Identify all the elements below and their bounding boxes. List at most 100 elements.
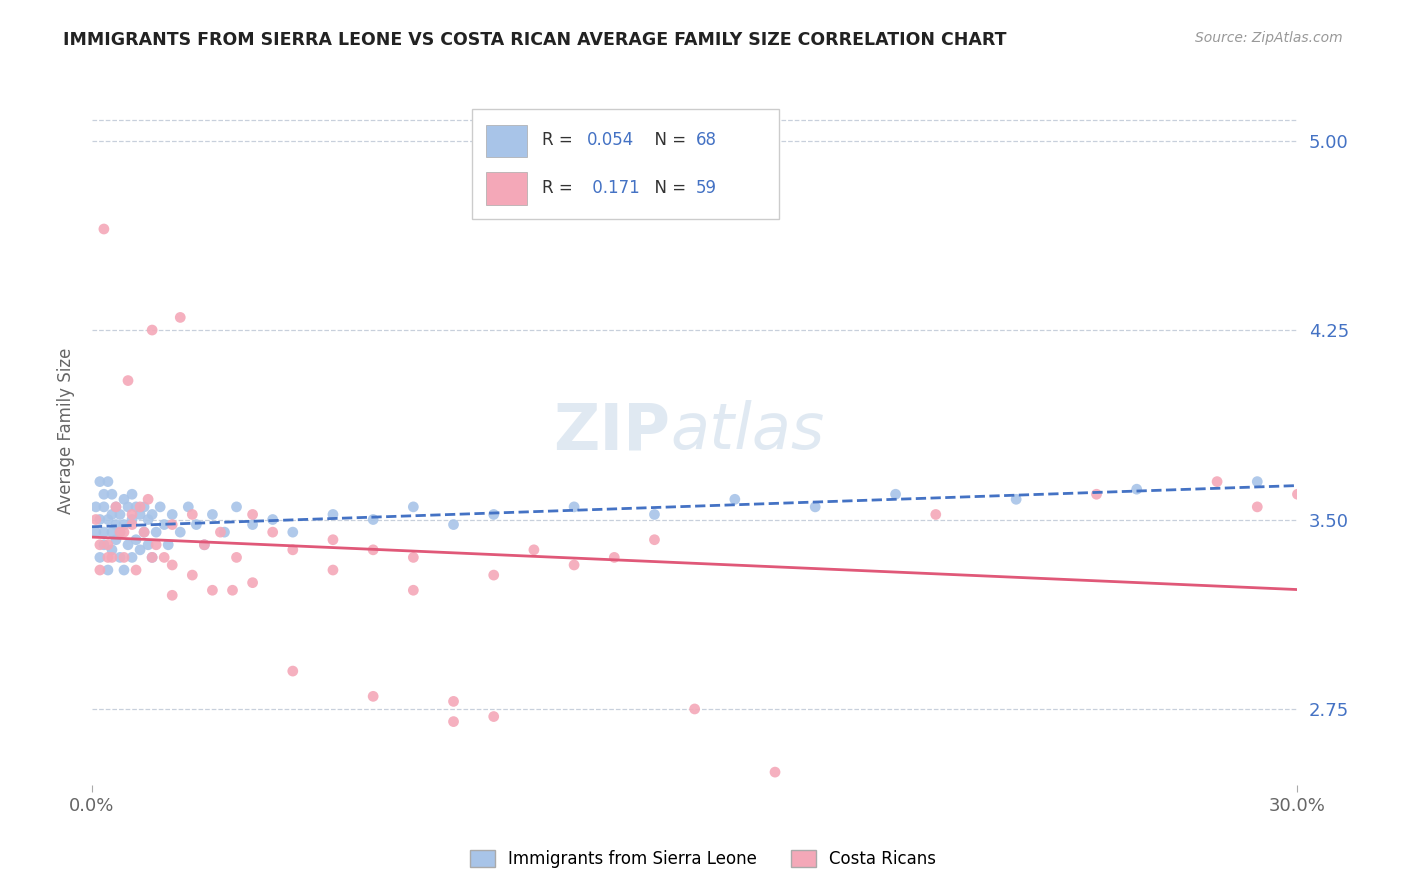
Point xyxy=(443,517,465,532)
Point xyxy=(322,533,344,547)
Point xyxy=(153,550,176,565)
Text: 0.054: 0.054 xyxy=(588,131,634,149)
Point xyxy=(108,525,131,540)
Text: atlas: atlas xyxy=(671,401,825,462)
Point xyxy=(523,542,546,557)
Point xyxy=(125,500,148,514)
Point xyxy=(242,508,264,522)
Point xyxy=(101,525,124,540)
Point xyxy=(201,583,224,598)
Point xyxy=(93,487,115,501)
Point xyxy=(112,492,135,507)
Point xyxy=(281,525,304,540)
Point xyxy=(108,550,131,565)
Point xyxy=(402,500,425,514)
Point xyxy=(136,538,159,552)
Point xyxy=(160,558,183,572)
Text: 68: 68 xyxy=(696,131,717,149)
Point xyxy=(129,500,152,514)
Point xyxy=(112,517,135,532)
Point xyxy=(153,517,176,532)
Point xyxy=(121,512,143,526)
Point xyxy=(482,709,505,723)
Point xyxy=(117,374,139,388)
Point xyxy=(1206,475,1229,489)
Point xyxy=(177,500,200,514)
Point xyxy=(132,525,155,540)
Text: Source: ZipAtlas.com: Source: ZipAtlas.com xyxy=(1195,31,1343,45)
Text: N =: N = xyxy=(644,179,692,197)
Point xyxy=(1005,492,1028,507)
Point xyxy=(160,517,183,532)
Point xyxy=(97,563,120,577)
Point xyxy=(101,542,124,557)
Point xyxy=(129,508,152,522)
Point xyxy=(89,512,111,526)
Point xyxy=(121,517,143,532)
Point xyxy=(281,542,304,557)
Point xyxy=(136,512,159,526)
Point xyxy=(361,690,384,704)
Point xyxy=(562,558,585,572)
Point xyxy=(402,583,425,598)
Text: 59: 59 xyxy=(696,179,717,197)
Point xyxy=(145,538,167,552)
Point xyxy=(1085,487,1108,501)
Point xyxy=(93,500,115,514)
Text: IMMIGRANTS FROM SIERRA LEONE VS COSTA RICAN AVERAGE FAMILY SIZE CORRELATION CHAR: IMMIGRANTS FROM SIERRA LEONE VS COSTA RI… xyxy=(63,31,1007,49)
Point xyxy=(1125,482,1147,496)
FancyBboxPatch shape xyxy=(471,109,779,219)
Point xyxy=(89,475,111,489)
Point xyxy=(104,533,127,547)
Point xyxy=(209,525,232,540)
Point xyxy=(169,310,191,325)
Text: R =: R = xyxy=(541,131,578,149)
Point xyxy=(402,550,425,565)
Point xyxy=(93,525,115,540)
Point xyxy=(262,512,284,526)
Point xyxy=(104,500,127,514)
Point xyxy=(214,525,236,540)
Point xyxy=(181,508,204,522)
Point xyxy=(1246,475,1268,489)
Text: ZIP: ZIP xyxy=(554,401,671,462)
Point xyxy=(97,475,120,489)
Point xyxy=(84,500,107,514)
Point xyxy=(884,487,907,501)
Point xyxy=(160,508,183,522)
Point xyxy=(724,492,747,507)
Point xyxy=(443,694,465,708)
Point xyxy=(1286,487,1309,501)
Point xyxy=(562,500,585,514)
Point xyxy=(482,568,505,582)
Point xyxy=(84,512,107,526)
Point xyxy=(84,525,107,540)
Text: N =: N = xyxy=(644,131,692,149)
Point xyxy=(117,538,139,552)
Point xyxy=(193,538,215,552)
Point xyxy=(89,550,111,565)
Point xyxy=(117,500,139,514)
Point xyxy=(101,550,124,565)
Point xyxy=(242,575,264,590)
Point xyxy=(643,533,665,547)
Point xyxy=(112,563,135,577)
Bar xyxy=(486,172,527,205)
Point xyxy=(121,508,143,522)
Point xyxy=(322,508,344,522)
Point xyxy=(93,222,115,236)
Point xyxy=(104,517,127,532)
Point xyxy=(763,765,786,780)
Point xyxy=(361,512,384,526)
Point xyxy=(262,525,284,540)
Point xyxy=(361,542,384,557)
Point xyxy=(132,500,155,514)
Point xyxy=(242,517,264,532)
Point xyxy=(129,542,152,557)
Point xyxy=(603,550,626,565)
Point xyxy=(643,508,665,522)
Point xyxy=(225,500,247,514)
Point xyxy=(97,512,120,526)
Point xyxy=(101,508,124,522)
Point xyxy=(141,323,163,337)
